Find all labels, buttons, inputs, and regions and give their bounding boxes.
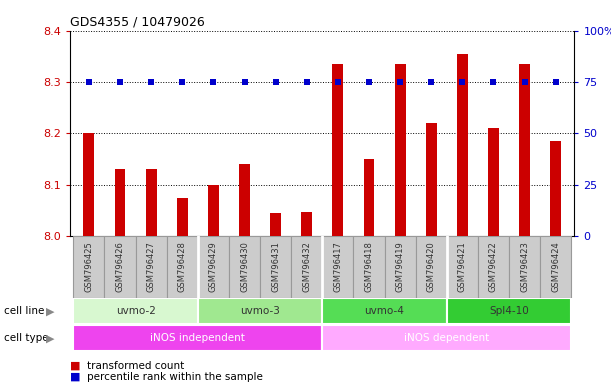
Point	[520, 79, 530, 85]
Point	[84, 79, 94, 85]
Point	[115, 79, 125, 85]
Bar	[177, 198, 188, 236]
FancyBboxPatch shape	[167, 236, 198, 298]
Bar	[426, 123, 437, 236]
FancyBboxPatch shape	[198, 236, 229, 298]
Text: ■: ■	[70, 361, 81, 371]
FancyBboxPatch shape	[509, 236, 540, 298]
Text: ▶: ▶	[46, 333, 55, 343]
Text: GDS4355 / 10479026: GDS4355 / 10479026	[70, 15, 205, 28]
FancyBboxPatch shape	[353, 236, 384, 298]
Text: ■: ■	[70, 372, 81, 382]
Point	[426, 79, 436, 85]
Text: GSM796420: GSM796420	[426, 241, 436, 292]
FancyBboxPatch shape	[415, 236, 447, 298]
Text: uvmo-2: uvmo-2	[115, 306, 156, 316]
Point	[333, 79, 343, 85]
FancyBboxPatch shape	[73, 298, 198, 324]
FancyBboxPatch shape	[384, 236, 415, 298]
FancyBboxPatch shape	[73, 325, 323, 351]
Text: GSM796428: GSM796428	[178, 241, 187, 292]
Text: GSM796425: GSM796425	[84, 241, 93, 292]
Text: GSM796418: GSM796418	[365, 241, 373, 292]
Bar	[115, 169, 125, 236]
Point	[146, 79, 156, 85]
FancyBboxPatch shape	[136, 236, 167, 298]
Text: GSM796429: GSM796429	[209, 241, 218, 292]
Text: iNOS independent: iNOS independent	[150, 333, 245, 343]
Point	[302, 79, 312, 85]
Text: GSM796432: GSM796432	[302, 241, 311, 292]
Bar	[488, 128, 499, 236]
Point	[551, 79, 560, 85]
Text: uvmo-3: uvmo-3	[240, 306, 280, 316]
Bar	[270, 213, 281, 236]
Bar	[332, 64, 343, 236]
Text: GSM796424: GSM796424	[551, 241, 560, 292]
Bar	[301, 212, 312, 236]
Bar	[84, 134, 94, 236]
Bar	[457, 54, 468, 236]
FancyBboxPatch shape	[323, 236, 353, 298]
FancyBboxPatch shape	[104, 236, 136, 298]
Text: GSM796427: GSM796427	[147, 241, 156, 292]
FancyBboxPatch shape	[260, 236, 291, 298]
Point	[489, 79, 499, 85]
Bar	[395, 64, 406, 236]
Point	[208, 79, 218, 85]
Point	[364, 79, 374, 85]
Point	[271, 79, 280, 85]
FancyBboxPatch shape	[291, 236, 323, 298]
Text: Spl4-10: Spl4-10	[489, 306, 529, 316]
Text: transformed count: transformed count	[87, 361, 185, 371]
FancyBboxPatch shape	[73, 236, 104, 298]
FancyBboxPatch shape	[198, 298, 323, 324]
FancyBboxPatch shape	[447, 236, 478, 298]
Bar	[208, 185, 219, 236]
Text: GSM796426: GSM796426	[115, 241, 125, 292]
FancyBboxPatch shape	[229, 236, 260, 298]
Point	[395, 79, 405, 85]
FancyBboxPatch shape	[478, 236, 509, 298]
Bar	[519, 64, 530, 236]
Text: GSM796431: GSM796431	[271, 241, 280, 292]
Text: GSM796430: GSM796430	[240, 241, 249, 292]
Bar	[551, 141, 561, 236]
Text: GSM796417: GSM796417	[334, 241, 342, 292]
FancyBboxPatch shape	[447, 298, 571, 324]
Text: uvmo-4: uvmo-4	[365, 306, 404, 316]
Text: percentile rank within the sample: percentile rank within the sample	[87, 372, 263, 382]
Text: ▶: ▶	[46, 306, 55, 316]
Bar	[364, 159, 375, 236]
Bar	[145, 169, 156, 236]
Point	[458, 79, 467, 85]
Bar	[239, 164, 250, 236]
Point	[177, 79, 187, 85]
Text: GSM796421: GSM796421	[458, 241, 467, 292]
FancyBboxPatch shape	[323, 298, 447, 324]
Point	[240, 79, 249, 85]
Text: GSM796423: GSM796423	[520, 241, 529, 292]
Text: cell line: cell line	[4, 306, 45, 316]
FancyBboxPatch shape	[540, 236, 571, 298]
Text: iNOS dependent: iNOS dependent	[404, 333, 489, 343]
FancyBboxPatch shape	[323, 325, 571, 351]
Text: cell type: cell type	[4, 333, 49, 343]
Text: GSM796422: GSM796422	[489, 241, 498, 292]
Text: GSM796419: GSM796419	[395, 241, 404, 292]
